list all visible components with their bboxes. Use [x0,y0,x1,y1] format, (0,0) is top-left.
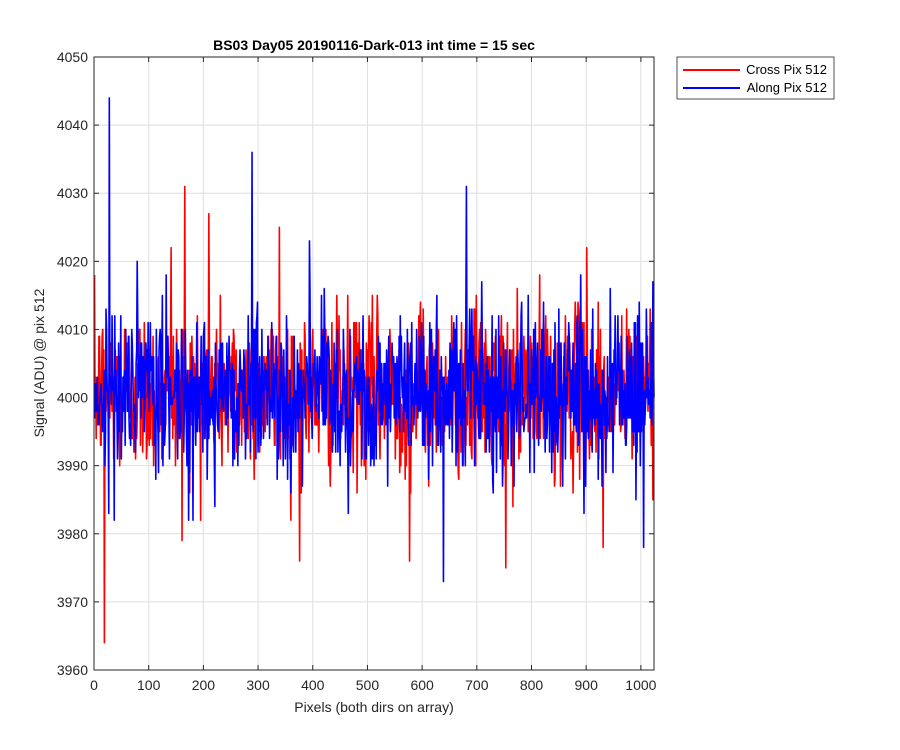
y-tick-label: 3960 [57,662,88,678]
chart-title: BS03 Day05 20190116-Dark-013 int time = … [213,37,535,53]
y-tick-label: 4030 [57,185,88,201]
x-tick-label: 100 [137,677,161,693]
x-tick-label: 1000 [625,677,656,693]
x-tick-label: 800 [520,677,544,693]
y-tick-label: 3990 [57,458,88,474]
legend-label-cross: Cross Pix 512 [746,62,827,77]
x-tick-label: 300 [246,677,270,693]
axis-ticks [93,56,654,671]
x-tick-label: 0 [90,677,98,693]
x-tick-label: 200 [192,677,216,693]
x-tick-label: 500 [356,677,380,693]
x-axis-label: Pixels (both dirs on array) [294,699,454,715]
x-tick-label: 700 [465,677,489,693]
y-tick-label: 3980 [57,526,88,542]
x-tick-label: 600 [410,677,434,693]
series-line-1 [93,97,655,583]
legend-label-along: Along Pix 512 [747,80,827,95]
legend-box [676,56,835,100]
y-tick-label: 4040 [57,117,88,133]
y-tick-label: 4010 [57,321,88,337]
series-layer [93,97,655,644]
y-axis-label: Signal (ADU) @ pix 512 [31,288,47,437]
y-tick-label: 4000 [57,390,88,406]
tick-labels: 0 100 200 300 400 500 600 700 800 900 1000 3960 3970… [57,49,657,693]
y-tick-label: 4050 [57,49,88,65]
y-tick-label: 3970 [57,594,88,610]
x-tick-label: 400 [301,677,325,693]
legend: Cross Pix 512 Along Pix 512 [676,56,835,100]
y-tick-label: 4020 [57,253,88,269]
plot-frame [93,56,655,671]
x-tick-label: 900 [575,677,599,693]
